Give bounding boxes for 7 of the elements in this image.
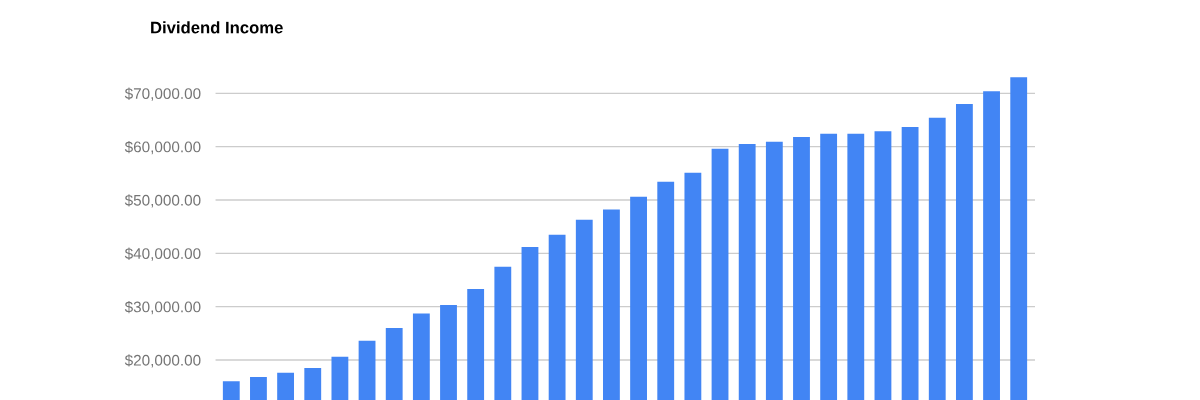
y-tick-label: $60,000.00 bbox=[124, 140, 201, 155]
y-tick-label: $50,000.00 bbox=[124, 194, 201, 208]
y-tick-label: $20,000.00 bbox=[124, 354, 201, 368]
y-tick-label: $30,000.00 bbox=[124, 300, 201, 315]
y-tick-label: $40,000.00 bbox=[124, 247, 201, 261]
y-tick-label: $70,000.00 bbox=[124, 87, 201, 101]
chart-title: Dividend Income bbox=[151, 21, 283, 34]
